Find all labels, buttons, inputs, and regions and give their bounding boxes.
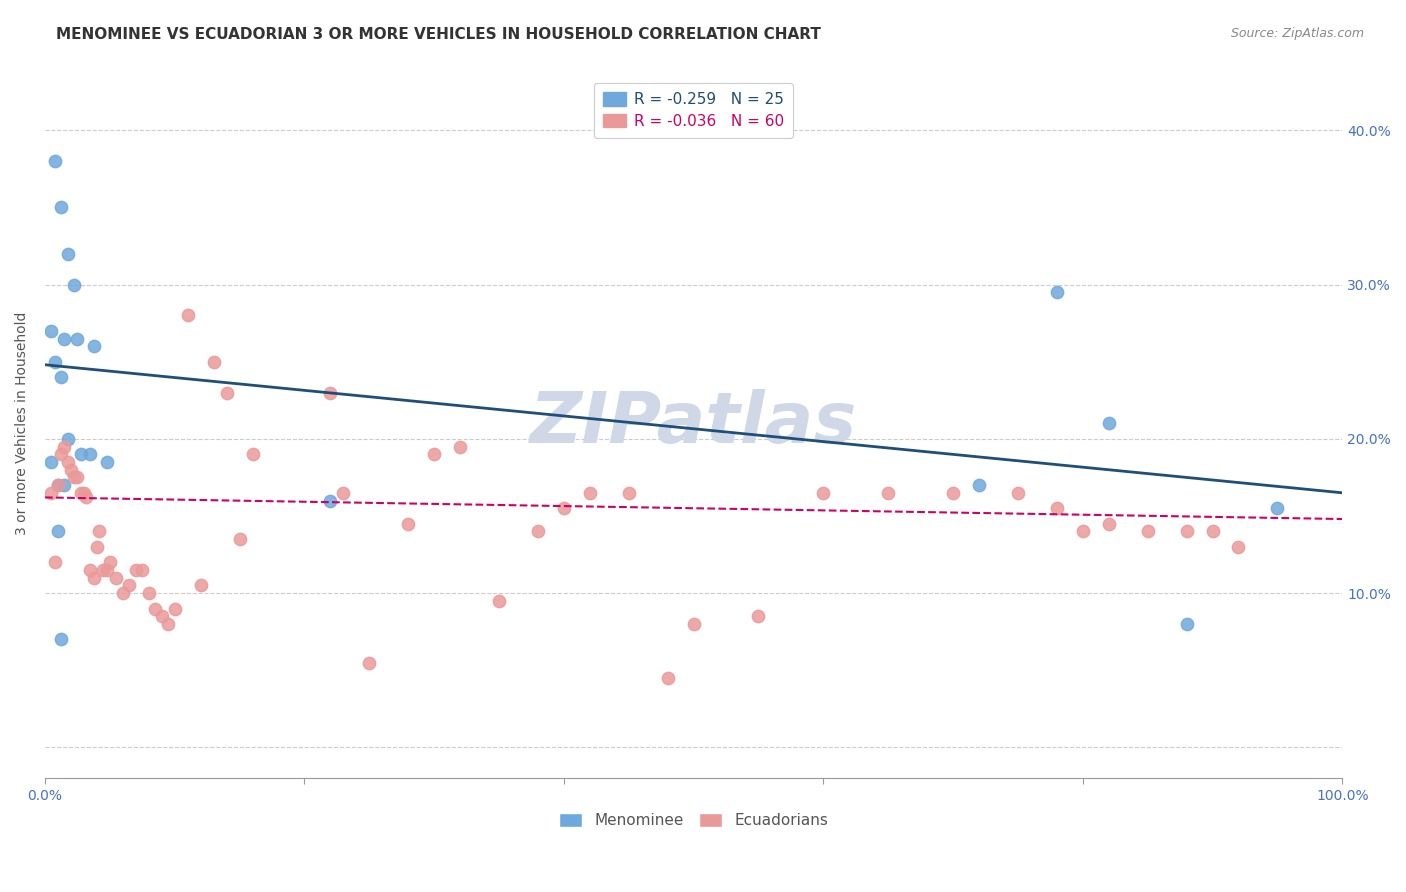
Point — [1098, 516, 1121, 531]
Point — [46, 478, 69, 492]
Point — [359, 656, 381, 670]
Point — [86, 540, 108, 554]
Legend: Menominee, Ecuadorians: Menominee, Ecuadorians — [553, 807, 834, 834]
Point — [105, 571, 128, 585]
Point — [46, 524, 69, 539]
Point — [942, 485, 965, 500]
Point — [1201, 524, 1223, 539]
Point — [319, 493, 342, 508]
Point — [58, 455, 80, 469]
Point — [579, 485, 602, 500]
Point — [423, 447, 446, 461]
Point — [1227, 540, 1250, 554]
Point — [62, 470, 84, 484]
Point — [66, 470, 89, 484]
Point — [70, 447, 93, 461]
Point — [62, 277, 84, 292]
Point — [53, 332, 76, 346]
Point — [76, 491, 98, 505]
Point — [449, 440, 471, 454]
Point — [41, 485, 63, 500]
Point — [125, 563, 148, 577]
Point — [1267, 501, 1289, 516]
Point — [682, 616, 704, 631]
Point — [143, 601, 166, 615]
Point — [49, 200, 72, 214]
Point — [98, 555, 121, 569]
Point — [79, 447, 101, 461]
Point — [747, 609, 769, 624]
Point — [83, 571, 105, 585]
Point — [527, 524, 550, 539]
Point — [877, 485, 900, 500]
Point — [131, 563, 153, 577]
Point — [49, 447, 72, 461]
Point — [93, 563, 115, 577]
Point — [58, 246, 80, 260]
Point — [83, 339, 105, 353]
Point — [176, 309, 198, 323]
Point — [138, 586, 160, 600]
Point — [242, 447, 264, 461]
Point — [319, 385, 342, 400]
Point — [1175, 616, 1198, 631]
Point — [96, 455, 118, 469]
Point — [59, 463, 82, 477]
Point — [44, 555, 66, 569]
Point — [1175, 524, 1198, 539]
Point — [41, 455, 63, 469]
Point — [163, 601, 186, 615]
Point — [1046, 285, 1069, 300]
Point — [96, 563, 118, 577]
Point — [111, 586, 134, 600]
Point — [150, 609, 173, 624]
Point — [1071, 524, 1094, 539]
Point — [1136, 524, 1159, 539]
Point — [1098, 417, 1121, 431]
Text: Source: ZipAtlas.com: Source: ZipAtlas.com — [1230, 27, 1364, 40]
Text: MENOMINEE VS ECUADORIAN 3 OR MORE VEHICLES IN HOUSEHOLD CORRELATION CHART: MENOMINEE VS ECUADORIAN 3 OR MORE VEHICL… — [56, 27, 821, 42]
Point — [202, 354, 225, 368]
Point — [79, 563, 101, 577]
Point — [1046, 501, 1069, 516]
Point — [53, 440, 76, 454]
Point — [70, 485, 93, 500]
Point — [49, 370, 72, 384]
Point — [1007, 485, 1029, 500]
Point — [396, 516, 419, 531]
Point — [44, 354, 66, 368]
Point — [118, 578, 141, 592]
Point — [332, 485, 354, 500]
Point — [157, 616, 180, 631]
Point — [73, 485, 96, 500]
Point — [813, 485, 835, 500]
Point — [617, 485, 640, 500]
Point — [553, 501, 575, 516]
Point — [657, 671, 679, 685]
Point — [41, 324, 63, 338]
Point — [488, 594, 510, 608]
Point — [66, 332, 89, 346]
Point — [190, 578, 212, 592]
Point — [967, 478, 990, 492]
Point — [44, 154, 66, 169]
Point — [53, 478, 76, 492]
Point — [228, 532, 250, 546]
Point — [58, 432, 80, 446]
Y-axis label: 3 or more Vehicles in Household: 3 or more Vehicles in Household — [15, 311, 30, 535]
Point — [49, 632, 72, 647]
Point — [46, 478, 69, 492]
Point — [89, 524, 111, 539]
Point — [215, 385, 238, 400]
Text: ZIPatlas: ZIPatlas — [530, 389, 858, 458]
